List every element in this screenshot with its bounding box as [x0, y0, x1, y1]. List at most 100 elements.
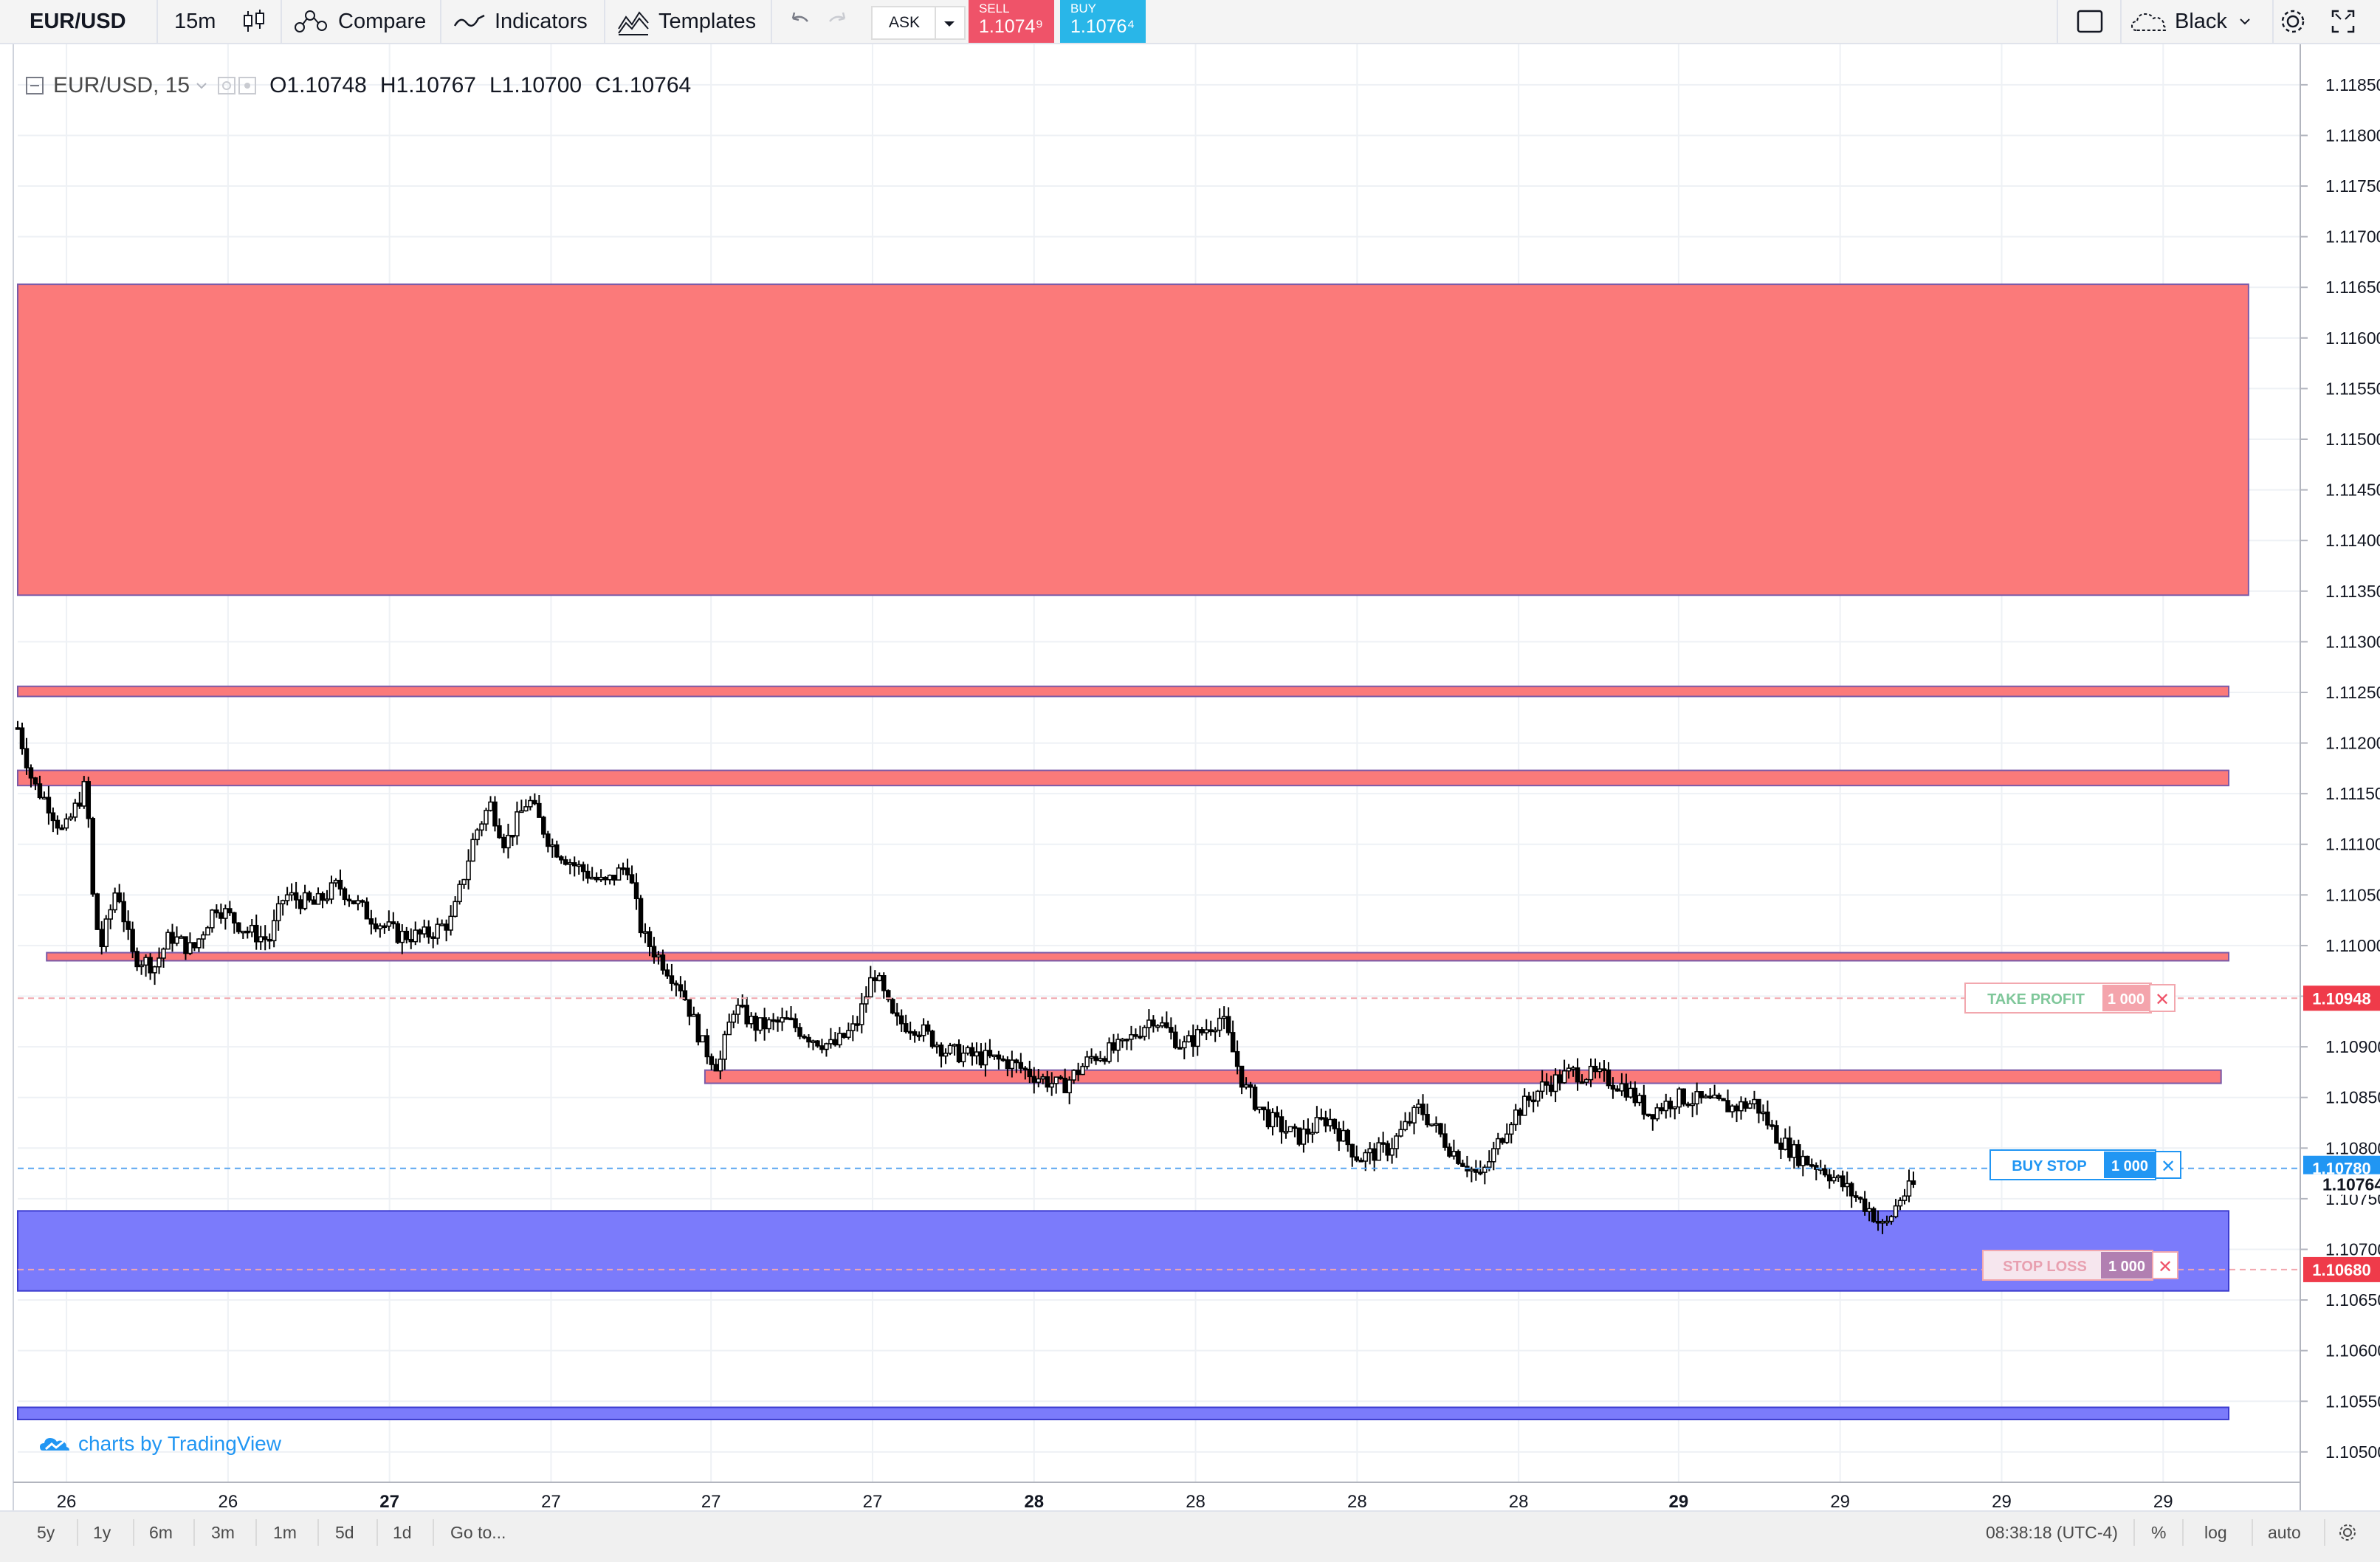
templates-button[interactable]: Templates — [617, 0, 756, 43]
auto-toggle[interactable]: auto — [2268, 1522, 2301, 1542]
time-axis[interactable]: 26 26 27 27 27 27 28 28 28 28 29 29 29 29 — [57, 1492, 2173, 1512]
indicators-label: Indicators — [495, 9, 588, 33]
candle-body — [1866, 1208, 1872, 1212]
candle-body — [864, 996, 869, 1005]
close-icon: ✕ — [2158, 1256, 2173, 1277]
candle-body — [1707, 1095, 1713, 1098]
compare-button[interactable]: Compare — [292, 0, 426, 43]
range-3m-button[interactable]: 3m — [211, 1522, 235, 1542]
demand-zone[interactable] — [17, 1406, 2230, 1420]
scale-settings-button[interactable] — [2337, 1512, 2358, 1553]
candle-body — [833, 1039, 838, 1046]
take-profit-close-button[interactable] — [2149, 984, 2176, 1012]
buy-stop-order[interactable]: BUY STOP 1 000 ✕ — [1989, 1149, 2181, 1180]
candle-body — [819, 1045, 825, 1050]
candle-body — [108, 909, 113, 920]
candle-body — [616, 867, 622, 881]
range-1m-button[interactable]: 1m — [273, 1522, 297, 1542]
undo-button[interactable] — [785, 0, 812, 43]
range-6m-button[interactable]: 6m — [149, 1522, 173, 1542]
collapse-icon[interactable] — [25, 76, 44, 95]
range-1d-button[interactable]: 1d — [393, 1522, 412, 1542]
candle-body — [510, 834, 515, 838]
range-5y-button[interactable]: 5y — [37, 1522, 55, 1542]
price-axis[interactable]: 1.11850 1.11800 1.11750 1.11700 1.11650 1.116… — [2300, 75, 2380, 1462]
candle-body — [1217, 1017, 1222, 1031]
interval-button[interactable]: 15m — [174, 9, 216, 33]
compare-label: Compare — [338, 9, 427, 33]
percent-toggle[interactable]: % — [2151, 1522, 2167, 1542]
candle-body — [1005, 1059, 1011, 1070]
eye-icon[interactable] — [218, 77, 236, 94]
candle-body — [726, 1021, 732, 1036]
range-1y-button[interactable]: 1y — [93, 1522, 111, 1542]
fullscreen-button[interactable] — [2330, 0, 2356, 43]
fullscreen-icon — [2331, 10, 2355, 33]
sell-price: 1.1074⁹ — [979, 16, 1044, 37]
settings-small-icon[interactable] — [238, 77, 257, 94]
candle-body — [1429, 1124, 1434, 1126]
candle-body — [938, 1045, 944, 1057]
chart-style-button[interactable] — [239, 0, 269, 43]
supply-zone[interactable] — [17, 685, 2230, 698]
candle-body — [351, 900, 357, 904]
candle-body — [1142, 1027, 1147, 1037]
layout-button[interactable] — [2076, 0, 2104, 43]
candle-body — [139, 964, 144, 968]
candle-body — [201, 934, 206, 940]
candle-body — [806, 1036, 811, 1043]
legend-title[interactable]: EUR/USD, 15 — [53, 73, 190, 97]
toolbar-divider — [2272, 0, 2274, 43]
candle-body — [842, 1033, 847, 1038]
redo-button[interactable] — [825, 0, 852, 43]
candle-body — [1857, 1197, 1863, 1200]
candle-body — [1177, 1047, 1183, 1050]
settings-button[interactable] — [2278, 0, 2308, 43]
supply-zone[interactable] — [17, 283, 2249, 596]
candle-body — [881, 974, 887, 991]
sell-button[interactable]: SELL 1.1074⁹ — [969, 0, 1054, 43]
candle-body — [1765, 1111, 1770, 1126]
symbol-search-button[interactable]: EUR/USD — [30, 9, 126, 33]
candle-body — [86, 781, 92, 819]
y-tick-label: 1.11850 — [2325, 75, 2380, 94]
candle-body — [559, 856, 564, 861]
supply-zone[interactable] — [17, 769, 2230, 787]
y-tick-label: 1.11450 — [2325, 481, 2380, 500]
tradingview-watermark[interactable]: charts by TradingView — [38, 1432, 281, 1456]
candle-body — [815, 1040, 820, 1047]
save-layout-button[interactable]: Black — [2130, 0, 2252, 43]
candle-body — [1058, 1076, 1063, 1079]
supply-zone[interactable] — [704, 1069, 2222, 1084]
candle-body — [802, 1036, 807, 1039]
stop-loss-order[interactable]: STOP LOSS 1 000 ✕ — [1982, 1250, 2178, 1281]
candle-body — [1871, 1208, 1877, 1222]
buy-stop-close-button[interactable] — [2155, 1151, 2181, 1179]
candle-body — [1372, 1148, 1377, 1161]
clock-display[interactable]: 08:38:18 (UTC-4) — [1986, 1522, 2118, 1542]
candle-body — [890, 999, 895, 1014]
demand-zone[interactable] — [17, 1210, 2230, 1292]
x-tick-label: 26 — [57, 1492, 77, 1512]
price-source-select[interactable]: ASK — [871, 6, 966, 40]
candle-body — [1084, 1056, 1090, 1067]
range-5d-button[interactable]: 5d — [335, 1522, 354, 1542]
stop-loss-close-button[interactable] — [2152, 1251, 2178, 1279]
candle-body — [960, 1052, 966, 1063]
candle-body — [594, 876, 599, 881]
y-tick-label: 1.11500 — [2325, 430, 2380, 449]
candle-body — [1566, 1067, 1572, 1072]
supply-zone[interactable] — [46, 952, 2230, 962]
indicators-button[interactable]: Indicators — [453, 0, 588, 43]
candle-body — [170, 932, 175, 944]
goto-button[interactable]: Go to... — [450, 1522, 506, 1542]
log-toggle[interactable]: log — [2204, 1522, 2227, 1542]
candle-body — [329, 882, 334, 900]
candle-body — [1826, 1174, 1832, 1182]
buy-button[interactable]: BUY 1.1076⁴ — [1060, 0, 1146, 43]
candle-body — [1310, 1132, 1315, 1135]
caret-down-icon[interactable] — [194, 78, 209, 93]
take-profit-order[interactable]: TAKE PROFIT 1 000 ✕ — [1964, 983, 2176, 1014]
candle-body — [1761, 1111, 1766, 1115]
